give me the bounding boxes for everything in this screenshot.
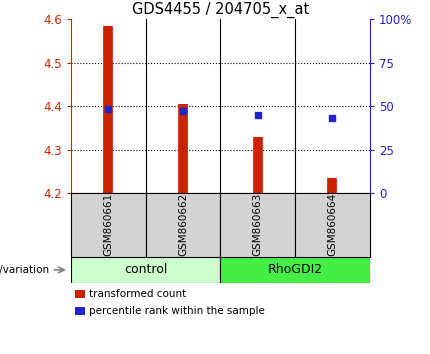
Text: RhoGDI2: RhoGDI2 [267,263,322,276]
Bar [220,193,295,257]
Text: genotype/variation: genotype/variation [0,265,49,275]
Text: GSM860661: GSM860661 [103,193,114,256]
Text: GSM860663: GSM860663 [253,193,263,256]
Bar [220,257,370,283]
Text: control: control [124,263,167,276]
Bar [71,193,146,257]
Bar [71,257,220,283]
Bar [75,290,85,298]
Text: GSM860664: GSM860664 [327,193,338,256]
Bar [75,307,85,315]
Text: GSM860662: GSM860662 [178,193,188,256]
Bar [295,193,370,257]
Text: transformed count: transformed count [89,289,186,299]
Text: percentile rank within the sample: percentile rank within the sample [89,306,265,316]
Bar [146,193,221,257]
Title: GDS4455 / 204705_x_at: GDS4455 / 204705_x_at [132,2,309,18]
